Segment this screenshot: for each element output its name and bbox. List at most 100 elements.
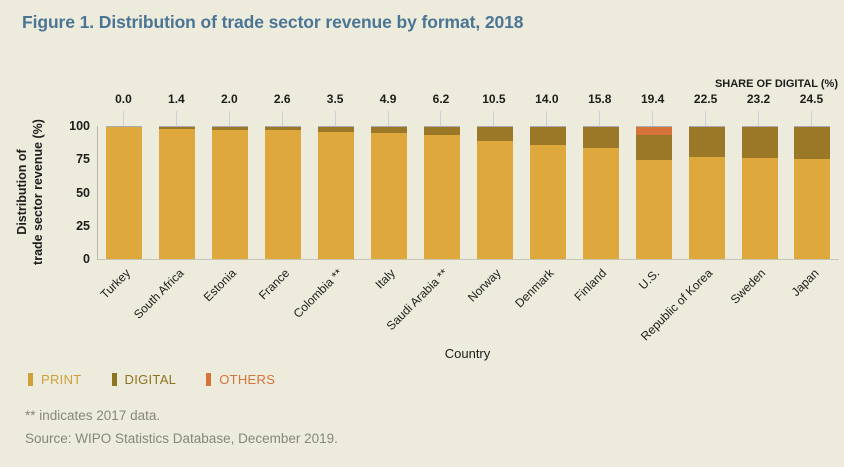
bar-column-france bbox=[257, 126, 310, 259]
segment-digital-u-s bbox=[635, 134, 672, 161]
segment-digital-denmark bbox=[529, 127, 566, 146]
segment-digital-saudi-arabia bbox=[423, 127, 460, 136]
top-tick-u-s bbox=[652, 111, 654, 126]
bar-sweden bbox=[741, 126, 778, 259]
digital-share-value-turkey: 0.0 bbox=[115, 92, 132, 106]
top-tick-south-africa bbox=[175, 111, 177, 126]
x-tick-label-japan: Japan bbox=[788, 266, 822, 300]
bar-denmark bbox=[529, 126, 566, 259]
top-tick-japan bbox=[810, 111, 812, 126]
bar-column-u-s bbox=[627, 126, 680, 259]
legend: PRINT DIGITAL OTHERS bbox=[28, 372, 275, 387]
segment-print-japan bbox=[794, 159, 831, 259]
segment-print-turkey bbox=[106, 127, 143, 259]
segment-digital-norway bbox=[476, 127, 513, 141]
bar-column-turkey bbox=[98, 126, 151, 259]
bar-column-norway bbox=[468, 126, 521, 259]
segment-print-norway bbox=[476, 140, 513, 259]
legend-swatch-print bbox=[28, 373, 33, 386]
segment-digital-estonia bbox=[212, 127, 249, 130]
x-tick-label-finland: Finland bbox=[571, 266, 610, 304]
top-tick-norway bbox=[493, 111, 495, 126]
figure-title: Figure 1. Distribution of trade sector r… bbox=[22, 12, 524, 32]
footnotes: ** indicates 2017 data. Source: WIPO Sta… bbox=[25, 404, 338, 450]
digital-share-value-finland: 15.8 bbox=[588, 92, 612, 106]
segment-print-estonia bbox=[212, 129, 249, 259]
segment-print-finland bbox=[582, 147, 619, 259]
bar-japan bbox=[794, 126, 831, 259]
bar-column-estonia bbox=[204, 126, 257, 259]
segment-print-denmark bbox=[529, 145, 566, 259]
segment-digital-colombia bbox=[318, 127, 355, 132]
segment-print-south-africa bbox=[159, 128, 196, 259]
segment-digital-italy bbox=[371, 127, 408, 134]
legend-label-print: PRINT bbox=[41, 372, 82, 387]
segment-print-u-s bbox=[635, 160, 672, 259]
segment-digital-sweden bbox=[741, 127, 778, 158]
bar-saudi-arabia bbox=[423, 126, 460, 259]
segment-print-italy bbox=[371, 133, 408, 259]
top-tick-france bbox=[281, 111, 283, 126]
segment-print-colombia bbox=[318, 131, 355, 259]
segment-digital-south-africa bbox=[159, 127, 196, 129]
plot-area bbox=[97, 126, 839, 260]
segment-digital-japan bbox=[794, 127, 831, 160]
digital-share-row: 0.0 1.4 2.0 2.6 3.5 4.9 6.2 10.5 14.0 15.8 19.4 22.… bbox=[97, 92, 838, 106]
bar-u-s bbox=[635, 126, 672, 259]
top-tick-denmark bbox=[546, 111, 548, 126]
y-tick-labels: 0 25 50 75 100 bbox=[0, 119, 90, 266]
top-tick-republic-of-korea bbox=[705, 111, 707, 126]
y-tick-label-0: 0 bbox=[83, 252, 90, 266]
x-tick-label-france: France bbox=[255, 266, 293, 303]
bar-italy bbox=[371, 126, 408, 259]
x-tick-labels: Turkey South Africa Estonia France Colombia … bbox=[97, 261, 838, 347]
digital-share-value-denmark: 14.0 bbox=[535, 92, 559, 106]
segment-print-france bbox=[265, 130, 302, 259]
legend-item-print: PRINT bbox=[28, 372, 82, 387]
bar-column-italy bbox=[363, 126, 416, 259]
footnote-source: Source: WIPO Statistics Database, Decemb… bbox=[25, 431, 338, 446]
y-tick-label-50: 50 bbox=[76, 185, 90, 200]
bar-column-republic-of-korea bbox=[680, 126, 733, 259]
bar-republic-of-korea bbox=[688, 126, 725, 259]
x-tick-label-estonia: Estonia bbox=[201, 266, 240, 305]
legend-label-digital: DIGITAL bbox=[124, 372, 177, 387]
x-axis-title: Country bbox=[444, 346, 491, 361]
digital-share-value-republic-of-korea: 22.5 bbox=[693, 92, 718, 106]
segment-others-u-s bbox=[635, 127, 672, 135]
segment-digital-republic-of-korea bbox=[688, 127, 725, 157]
digital-share-value-south-africa: 1.4 bbox=[168, 92, 185, 106]
x-tick-label-u-s: U.S. bbox=[636, 266, 663, 293]
segment-digital-france bbox=[265, 127, 302, 131]
segment-print-saudi-arabia bbox=[423, 135, 460, 259]
bar-turkey bbox=[106, 126, 143, 259]
bar-colombia bbox=[318, 126, 355, 259]
top-tick-estonia bbox=[228, 111, 230, 126]
bar-column-south-africa bbox=[151, 126, 204, 259]
segment-print-republic-of-korea bbox=[688, 156, 725, 259]
footnote-asterisk: ** indicates 2017 data. bbox=[25, 408, 161, 423]
digital-share-value-saudi-arabia: 6.2 bbox=[432, 92, 450, 106]
top-tick-turkey bbox=[122, 111, 124, 126]
digital-share-value-france: 2.6 bbox=[273, 92, 291, 106]
bar-norway bbox=[476, 126, 513, 259]
x-tick-label-norway: Norway bbox=[465, 266, 504, 305]
legend-swatch-others bbox=[206, 373, 212, 386]
legend-swatch-digital bbox=[111, 373, 117, 386]
top-tick-italy bbox=[387, 111, 389, 126]
bar-finland bbox=[582, 126, 619, 259]
segment-print-sweden bbox=[741, 157, 778, 259]
top-tick-saudi-arabia bbox=[440, 111, 442, 126]
y-tick-label-75: 75 bbox=[76, 152, 90, 167]
x-tick-label-italy: Italy bbox=[372, 266, 398, 292]
top-tick-sweden bbox=[758, 111, 760, 126]
legend-label-others: OTHERS bbox=[219, 372, 276, 387]
segment-digital-finland bbox=[582, 127, 619, 148]
digital-share-value-u-s: 19.4 bbox=[641, 92, 665, 106]
top-tick-finland bbox=[599, 111, 601, 126]
legend-item-others: OTHERS bbox=[206, 372, 275, 387]
bar-estonia bbox=[212, 126, 249, 259]
bar-france bbox=[265, 126, 302, 259]
top-ticks-row bbox=[97, 111, 838, 126]
